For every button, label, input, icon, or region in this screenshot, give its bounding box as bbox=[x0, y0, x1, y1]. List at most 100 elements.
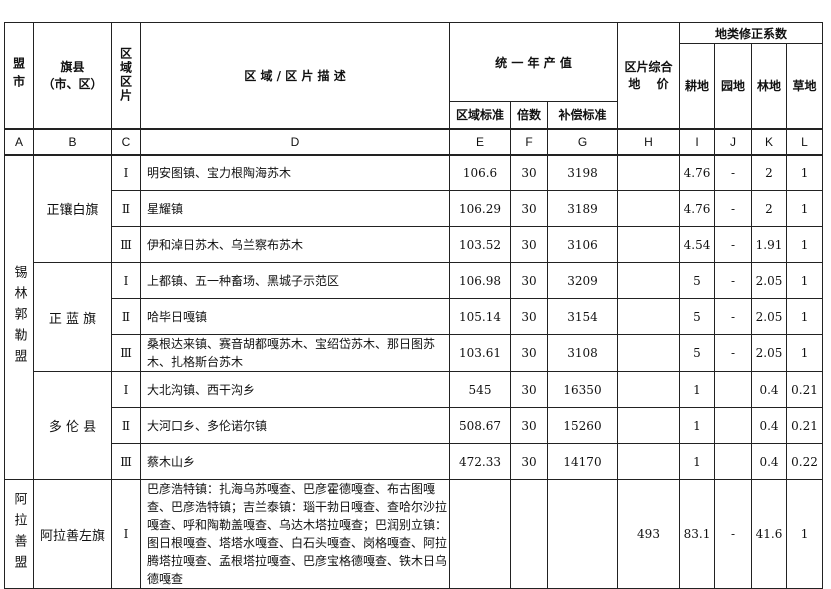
description-cell: 大北沟镇、西干沟乡 bbox=[140, 371, 450, 408]
zone-cell: Ⅱ bbox=[111, 298, 141, 335]
value-h bbox=[617, 154, 680, 191]
description-cell: 巴彦浩特镇：扎海乌苏嘎查、巴彦霍德嘎查、布古图嘎查、巴彦浩特镇；吉兰泰镇：瑙干勃… bbox=[140, 479, 450, 589]
value-j bbox=[714, 407, 752, 444]
value-k: 1.91 bbox=[751, 226, 787, 263]
description-cell: 星耀镇 bbox=[140, 190, 450, 227]
value-l: 0.22 bbox=[785, 443, 824, 480]
value-e bbox=[449, 479, 511, 589]
header-zone: 区域区片 bbox=[111, 22, 141, 129]
header-arable: 耕地 bbox=[679, 43, 715, 129]
value-l: 0.21 bbox=[785, 371, 824, 408]
value-l: 0.21 bbox=[785, 407, 824, 444]
table-row: Ⅲ 蔡木山乡 472.33 30 14170 1 0.4 0.22 bbox=[5, 443, 824, 480]
value-l: 1 bbox=[785, 334, 824, 372]
header-land-price: 区片综合 地 价 bbox=[617, 22, 680, 129]
header-annual-output: 统 一 年 产 值 bbox=[449, 22, 618, 102]
value-g bbox=[547, 479, 618, 589]
value-e: 545 bbox=[449, 371, 511, 408]
table-row: Ⅱ 星耀镇 106.29 30 3189 4.76-2 1 bbox=[5, 190, 824, 227]
league-cell: 阿拉善盟 bbox=[4, 479, 34, 589]
value-j: - bbox=[714, 154, 752, 191]
value-h bbox=[617, 334, 680, 372]
table-row: Ⅲ 桑根达来镇、赛音胡都嘎苏木、宝绍岱苏木、那日图苏木、扎格斯台苏木 103.61 3… bbox=[5, 334, 824, 372]
column-letter: B bbox=[33, 127, 112, 156]
table-row: 阿拉善盟 阿拉善左旗 Ⅰ 巴彦浩特镇：扎海乌苏嘎查、巴彦霍德嘎查、布古图嘎查、巴彦浩特… bbox=[4, 479, 824, 589]
value-h bbox=[617, 371, 680, 408]
value-k: 41.6 bbox=[751, 479, 787, 589]
value-l: 1 bbox=[785, 479, 824, 589]
value-i: 1 bbox=[679, 407, 715, 444]
table-row: 正 蓝 旗 Ⅰ 上都镇、五一种畜场、黑城子示范区 106.98 30 3209 5-2.05… bbox=[5, 262, 824, 372]
value-f: 30 bbox=[510, 371, 548, 408]
value-f: 30 bbox=[510, 334, 548, 372]
header-grass: 草地 bbox=[785, 43, 824, 129]
description-cell: 伊和淖日苏木、乌兰察布苏木 bbox=[140, 226, 450, 263]
column-letter: J bbox=[714, 127, 752, 156]
description-cell: 桑根达来镇、赛音胡都嘎苏木、宝绍岱苏木、那日图苏木、扎格斯台苏木 bbox=[140, 334, 450, 372]
value-l: 1 bbox=[785, 298, 824, 335]
value-j: - bbox=[714, 298, 752, 335]
value-j bbox=[714, 443, 752, 480]
value-j: - bbox=[714, 226, 752, 263]
value-g: 14170 bbox=[547, 443, 618, 480]
value-k: 2 bbox=[751, 190, 787, 227]
value-g: 3108 bbox=[547, 334, 618, 372]
value-e: 472.33 bbox=[449, 443, 511, 480]
value-i: 4.54 bbox=[679, 226, 715, 263]
value-h bbox=[617, 407, 680, 444]
value-f: 30 bbox=[510, 298, 548, 335]
column-letter: F bbox=[510, 127, 548, 156]
column-letter: D bbox=[140, 127, 450, 156]
value-h bbox=[617, 262, 680, 299]
zone-cell: Ⅲ bbox=[111, 334, 141, 372]
column-letter: C bbox=[111, 127, 141, 156]
value-g: 3189 bbox=[547, 190, 618, 227]
value-i: 5 bbox=[679, 334, 715, 372]
value-k: 2.05 bbox=[751, 298, 787, 335]
value-k: 0.4 bbox=[751, 371, 787, 408]
table-row: Ⅱ 大河口乡、多伦诺尔镇 508.67 30 15260 1 0.4 0.21 bbox=[5, 407, 824, 444]
value-j: - bbox=[714, 479, 752, 589]
land-price-table: 盟市 旗县 （市、区） 区域区片 区 域 / 区 片 描 述 统 一 年 产 值… bbox=[4, 22, 824, 589]
value-g: 3209 bbox=[547, 262, 618, 299]
description-cell: 明安图镇、宝力根陶海苏木 bbox=[140, 154, 450, 191]
value-g: 15260 bbox=[547, 407, 618, 444]
zone-cell: Ⅲ bbox=[111, 226, 141, 263]
description-cell: 上都镇、五一种畜场、黑城子示范区 bbox=[140, 262, 450, 299]
county-cell: 多 伦 县 bbox=[33, 371, 112, 480]
zone-cell: Ⅱ bbox=[111, 407, 141, 444]
value-h bbox=[617, 298, 680, 335]
value-e: 508.67 bbox=[449, 407, 511, 444]
description-cell: 大河口乡、多伦诺尔镇 bbox=[140, 407, 450, 444]
value-j bbox=[714, 371, 752, 408]
value-f: 30 bbox=[510, 262, 548, 299]
value-k: 2 bbox=[751, 154, 787, 191]
league-cell: 锡林郭勒盟 bbox=[4, 154, 34, 480]
value-h: 493 bbox=[617, 479, 680, 589]
column-letter: A bbox=[4, 127, 34, 156]
value-k: 0.4 bbox=[751, 443, 787, 480]
value-e: 105.14 bbox=[449, 298, 511, 335]
header-description: 区 域 / 区 片 描 述 bbox=[140, 22, 450, 129]
value-j: - bbox=[714, 334, 752, 372]
zone-cell: Ⅰ bbox=[111, 479, 141, 589]
value-l: 1 bbox=[785, 154, 824, 191]
column-letter: L bbox=[785, 127, 824, 156]
table-row: 多 伦 县 Ⅰ 大北沟镇、西干沟乡 545 30 16350 1 0.4 0.21 bbox=[5, 371, 824, 480]
table-row: Ⅱ 哈毕日嘎镇 105.14 30 3154 5-2.05 1 bbox=[5, 298, 824, 335]
value-i: 83.1 bbox=[679, 479, 715, 589]
value-j: - bbox=[714, 190, 752, 227]
table-row: 锡林郭勒盟 正镶白旗 Ⅰ 明安图镇、宝力根陶海苏木 106.6 30 3198 4.76-2 1 bbox=[4, 154, 824, 480]
value-e: 106.6 bbox=[449, 154, 511, 191]
column-letter: H bbox=[617, 127, 680, 156]
county-cell: 阿拉善左旗 bbox=[33, 479, 112, 589]
value-f: 30 bbox=[510, 190, 548, 227]
value-g: 3198 bbox=[547, 154, 618, 191]
header-compensation: 补偿标准 bbox=[547, 101, 618, 129]
value-j: - bbox=[714, 262, 752, 299]
value-e: 106.98 bbox=[449, 262, 511, 299]
value-h bbox=[617, 190, 680, 227]
header-garden: 园地 bbox=[714, 43, 752, 129]
value-f: 30 bbox=[510, 226, 548, 263]
